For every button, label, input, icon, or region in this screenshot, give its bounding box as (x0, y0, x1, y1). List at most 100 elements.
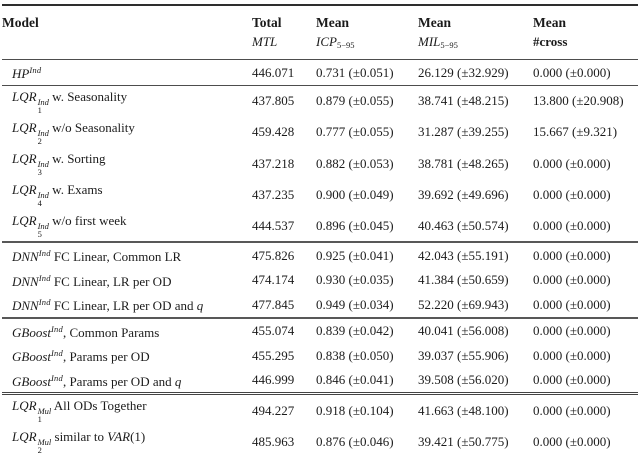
col-subheader-empty (2, 32, 252, 60)
cell-mean-cross: 0.000 (±0.000) (533, 272, 611, 288)
sub-sup-stack: Mul 1 (37, 406, 52, 425)
cell-mean-mil: 42.043 (±55.191) (418, 241, 533, 268)
cell-mean-icp: 0.879 (±0.055) (316, 84, 418, 117)
header-row-2: MTL ICP5−95 MIL5−95 #cross (2, 32, 638, 60)
col-subheader-cross: #cross (533, 32, 638, 60)
cell-total-mtl: 475.826 (252, 241, 316, 268)
col-header-mean-cross: Mean (533, 15, 566, 30)
cell-mean-icp: 0.896 (±0.045) (316, 217, 394, 233)
model-name-cell: DNNInd FC Linear, Common LR (2, 241, 252, 268)
cell-mean-icp: 0.918 (±0.104) (316, 392, 418, 427)
cell-mean-mil: 39.508 (±56.020) (418, 372, 509, 388)
cell-mean-icp: 0.930 (±0.035) (316, 272, 394, 288)
cell-mean-cross: 0.000 (±0.000) (533, 372, 611, 388)
cell-total-mtl: 477.845 (252, 296, 295, 312)
cell-mean-icp: 0.838 (±0.050) (316, 347, 394, 363)
cell-total-mtl: 437.805 (252, 84, 316, 117)
model-name-cell: LQR Ind 2 w/o Seasonality (12, 119, 135, 146)
model-name-cell: LQR Mul 1 All ODs Together (2, 392, 252, 427)
cell-mean-icp: 0.925 (±0.041) (316, 241, 418, 268)
model-name-cell: GBoostInd, Params per OD and q (12, 372, 182, 389)
col-header-total: Total (252, 15, 282, 30)
cell-mean-mil: 38.781 (±48.265) (418, 155, 509, 171)
table-row: HPInd 446.071 0.731 (±0.051) 26.129 (±32.92… (2, 60, 638, 86)
table-row: DNNInd FC Linear, LR per OD and q 477.845… (2, 292, 638, 318)
mtl-label: MTL (252, 34, 278, 49)
table-body: HPInd 446.071 0.731 (±0.051) 26.129 (±32.92… (2, 60, 638, 457)
model-name-cell: DNNInd FC Linear, LR per OD and q (12, 297, 204, 314)
cell-mean-cross: 0.000 (±0.000) (533, 347, 611, 363)
model-name-cell: LQR Ind 5 w/o first week (12, 213, 127, 240)
model-name-cell: DNNInd FC Linear, LR per OD (12, 272, 172, 289)
col-subheader-icp: ICP5−95 (316, 32, 418, 60)
sub-sup-stack: Ind 5 (37, 221, 49, 240)
cell-mean-cross: 0.000 (±0.000) (533, 186, 611, 202)
table-row: LQR Ind 5 w/o first week 444.537 0.896 (±0.0… (2, 210, 638, 242)
cell-mean-mil: 41.384 (±50.659) (418, 272, 509, 288)
table-row: LQR Mul 1 All ODs Together 494.227 0.918 (±0… (2, 392, 638, 427)
cell-mean-icp: 0.839 (±0.042) (316, 316, 418, 344)
cell-mean-cross: 0.000 (±0.000) (533, 64, 611, 80)
col-subheader-mil: MIL5−95 (418, 32, 533, 60)
cell-total-mtl: 446.071 (252, 64, 295, 80)
cell-mean-cross: 0.000 (±0.000) (533, 217, 611, 233)
col-subheader-mtl: MTL (252, 32, 316, 60)
cell-mean-mil: 40.041 (±56.008) (418, 316, 533, 344)
sub-sup-stack: Mul 2 (37, 437, 52, 456)
cell-mean-mil: 26.129 (±32.929) (418, 64, 509, 80)
table-row: LQR Ind 1 w. Seasonality 437.805 0.879 (±0.0… (2, 84, 638, 117)
cell-mean-icp: 0.876 (±0.046) (316, 434, 394, 450)
cell-mean-cross: 0.000 (±0.000) (533, 316, 638, 344)
table-row: GBoostInd, Params per OD 455.295 0.838 (±0… (2, 343, 638, 368)
table-row: DNNInd FC Linear, Common LR 475.826 0.925 … (2, 241, 638, 268)
model-name-cell: GBoostInd, Params per OD (12, 348, 150, 365)
cell-mean-mil: 52.220 (±69.943) (418, 296, 509, 312)
cell-total-mtl: 446.999 (252, 372, 295, 388)
table-row: GBoostInd, Common Params 455.074 0.839 (±0… (2, 316, 638, 344)
header-row-1: Model Total Mean Mean Mean (2, 5, 638, 32)
cell-mean-mil: 39.692 (±49.696) (418, 186, 509, 202)
model-name-cell: LQR Ind 3 w. Sorting (12, 150, 106, 177)
model-name-cell: HPInd (12, 65, 42, 81)
icp-label: ICP (316, 34, 337, 49)
cell-mean-icp: 0.900 (±0.049) (316, 186, 394, 202)
col-header-mean-mil: Mean (418, 15, 451, 30)
cell-mean-cross: 13.800 (±20.908) (533, 84, 638, 117)
mil-label: MIL (418, 34, 441, 49)
col-header-model: Model (2, 15, 39, 30)
cell-mean-icp: 0.731 (±0.051) (316, 64, 394, 80)
results-table: Model Total Mean Mean Mean MTL ICP5−95 M… (2, 4, 638, 457)
cell-mean-icp: 0.777 (±0.055) (316, 124, 394, 140)
model-name-cell: GBoostInd, Common Params (2, 316, 252, 344)
cell-mean-cross: 0.000 (±0.000) (533, 155, 611, 171)
cell-total-mtl: 455.074 (252, 316, 316, 344)
table-row: LQR Ind 4 w. Exams 437.235 0.900 (±0.049) 39.… (2, 179, 638, 210)
cell-mean-icp: 0.846 (±0.041) (316, 372, 394, 388)
cell-mean-cross: 0.000 (±0.000) (533, 296, 611, 312)
cell-total-mtl: 437.235 (252, 186, 295, 202)
cell-mean-mil: 39.421 (±50.775) (418, 434, 509, 450)
table-header: Model Total Mean Mean Mean MTL ICP5−95 M… (2, 5, 638, 60)
cell-total-mtl: 485.963 (252, 434, 295, 450)
table-row: LQR Ind 3 w. Sorting 437.218 0.882 (±0.053) 3… (2, 148, 638, 179)
cell-total-mtl: 459.428 (252, 124, 295, 140)
table-row: DNNInd FC Linear, LR per OD 474.174 0.930 … (2, 268, 638, 293)
sub-sup-stack: Ind 4 (37, 189, 49, 208)
cell-mean-mil: 40.463 (±50.574) (418, 217, 509, 233)
cell-mean-mil: 39.037 (±55.906) (418, 347, 509, 363)
cell-mean-cross: 0.000 (±0.000) (533, 241, 638, 268)
cell-mean-mil: 41.663 (±48.100) (418, 392, 533, 427)
cell-mean-cross: 0.000 (±0.000) (533, 434, 611, 450)
cell-total-mtl: 455.295 (252, 347, 295, 363)
cell-mean-icp: 0.882 (±0.053) (316, 155, 394, 171)
cell-mean-mil: 31.287 (±39.255) (418, 124, 509, 140)
cell-total-mtl: 437.218 (252, 155, 295, 171)
table-row: GBoostInd, Params per OD and q 446.999 0.8… (2, 368, 638, 394)
model-name-cell: LQR Ind 1 w. Seasonality (2, 84, 252, 117)
cell-total-mtl: 444.537 (252, 217, 295, 233)
model-name-cell: LQR Mul 2 similar to VAR(1) (12, 429, 146, 456)
table-row: LQR Mul 2 similar to VAR(1) 485.963 0.876 (±… (2, 426, 638, 457)
mil-subscript: 5−95 (440, 40, 458, 50)
sub-sup-stack: Ind 1 (37, 96, 49, 115)
